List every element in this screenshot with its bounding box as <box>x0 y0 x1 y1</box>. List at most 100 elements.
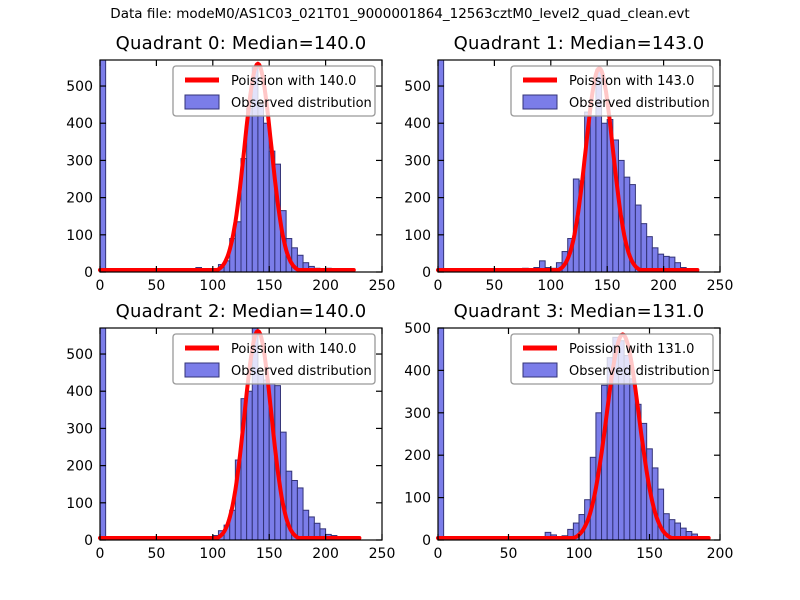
histogram-bar <box>437 327 445 541</box>
tick-label: 50 <box>147 546 165 562</box>
tick-label: 150 <box>636 546 663 562</box>
tick-label: 500 <box>66 79 93 95</box>
legend-patch-sample <box>522 362 558 378</box>
tick-label: 400 <box>404 363 431 379</box>
histogram-bar <box>99 59 107 273</box>
quadrant-0-plot: 0 50 100 150 200 250 0 100 200 300 400 500 Poission … <box>66 59 395 294</box>
tick-label: 400 <box>66 384 93 400</box>
histogram-bar <box>640 223 648 273</box>
tick-label: 300 <box>404 153 431 169</box>
tick-label: 100 <box>66 228 93 244</box>
tick-label: 250 <box>707 278 734 294</box>
tick-label: 500 <box>404 79 431 95</box>
legend-box <box>510 333 714 385</box>
histogram-bar <box>601 122 608 273</box>
tick-label: 200 <box>404 448 431 464</box>
tick-label: 400 <box>404 116 431 132</box>
axes-frame <box>437 59 721 273</box>
tick-label: Observed distribution <box>569 364 710 379</box>
tick-label: 200 <box>707 546 734 562</box>
legend: Poission with 140.0 Observed distribution <box>172 65 376 117</box>
legend-box <box>172 65 376 117</box>
histogram-bar <box>646 236 653 273</box>
tick-label: Observed distribution <box>569 96 710 111</box>
quadrant-1-plot: 0 50 100 150 200 250 0 100 200 300 400 500 Poission … <box>404 59 733 294</box>
tick-label: 100 <box>404 491 431 507</box>
tick-label: 100 <box>199 278 226 294</box>
histogram-bar <box>234 221 242 273</box>
tick-label: 200 <box>312 546 339 562</box>
tick-label: 50 <box>500 546 518 562</box>
tick-label: 0 <box>96 546 105 562</box>
histogram-bar <box>634 204 642 273</box>
tick-label: 300 <box>404 406 431 422</box>
observed-distribution-bars <box>99 59 355 273</box>
axis-ticks: 0 50 100 150 200 250 0 100 200 300 400 500 <box>404 60 733 294</box>
tick-label: 150 <box>594 278 621 294</box>
histogram-bar <box>257 373 265 541</box>
tick-label: 100 <box>404 228 431 244</box>
tick-label: 200 <box>650 278 677 294</box>
tick-label: Poission with 140.0 <box>231 74 356 89</box>
poisson-curve <box>436 66 700 272</box>
histogram-bar <box>302 509 310 541</box>
tick-label: Poission with 143.0 <box>569 74 694 89</box>
histogram-bar <box>246 390 253 541</box>
tick-label: 0 <box>84 533 93 549</box>
tick-label: 100 <box>199 546 226 562</box>
legend-patch-sample <box>522 94 558 110</box>
tick-label: 0 <box>422 265 431 281</box>
tick-label: 0 <box>84 265 93 281</box>
legend: Poission with 140.0 Observed distribution <box>172 333 376 385</box>
tick-label: 0 <box>434 278 443 294</box>
tick-label: 0 <box>434 546 443 562</box>
tick-label: 250 <box>369 546 396 562</box>
axes-frame <box>99 327 383 541</box>
quadrant-3-plot: 0 50 100 150 200 0 100 200 300 400 500 Poission wit… <box>404 321 733 562</box>
tick-label: 50 <box>485 278 503 294</box>
histogram-bar <box>437 59 445 273</box>
tick-label: 200 <box>404 191 431 207</box>
legend-box <box>172 333 376 385</box>
tick-label: 100 <box>537 278 564 294</box>
tick-label: 200 <box>66 459 93 475</box>
legend: Poission with 131.0 Observed distribution <box>510 333 714 385</box>
tick-label: 500 <box>404 321 431 337</box>
legend-patch-sample <box>184 94 220 110</box>
tick-label: 500 <box>66 347 93 363</box>
tick-label: Observed distribution <box>231 364 372 379</box>
histogram-bar <box>263 122 270 273</box>
tick-label: Poission with 131.0 <box>569 342 694 357</box>
tick-label: 200 <box>312 278 339 294</box>
axis-ticks: 0 50 100 150 200 250 0 100 200 300 400 500 <box>66 328 395 562</box>
tick-label: 300 <box>66 153 93 169</box>
subplot-title-quadrant-1: Quadrant 1: Median=143.0 <box>453 33 705 54</box>
tick-label: 250 <box>369 278 396 294</box>
poisson-curve <box>436 332 711 540</box>
axes-frame <box>99 59 383 273</box>
tick-label: 50 <box>147 278 165 294</box>
poisson-curve <box>98 329 362 540</box>
histogram-bar <box>296 487 304 541</box>
histogram-bar <box>629 378 636 541</box>
tick-label: 100 <box>566 546 593 562</box>
histogram-bar <box>589 115 597 273</box>
subplot-title-quadrant-2: Quadrant 2: Median=140.0 <box>115 301 367 322</box>
tick-label: 150 <box>256 278 283 294</box>
histogram-bar <box>257 104 265 273</box>
subplot-title-quadrant-0: Quadrant 0: Median=140.0 <box>115 33 367 54</box>
quadrant-2-plot: 0 50 100 150 200 250 0 100 200 300 400 500 Poission … <box>66 327 395 562</box>
axis-ticks: 0 50 100 150 200 0 100 200 300 400 500 <box>404 321 733 562</box>
histogram-bar <box>99 327 107 541</box>
poisson-curve <box>98 61 356 272</box>
figure-title: Data file: modeM0/AS1C03_021T01_90000018… <box>110 6 690 22</box>
legend-box <box>510 65 714 117</box>
legend-patch-sample <box>184 362 220 378</box>
axis-ticks: 0 50 100 150 200 250 0 100 200 300 400 500 <box>66 60 395 294</box>
tick-label: 0 <box>422 533 431 549</box>
tick-label: Poission with 140.0 <box>231 342 356 357</box>
subplot-title-quadrant-3: Quadrant 3: Median=131.0 <box>453 301 705 322</box>
tick-label: Observed distribution <box>231 96 372 111</box>
tick-label: 150 <box>256 546 283 562</box>
